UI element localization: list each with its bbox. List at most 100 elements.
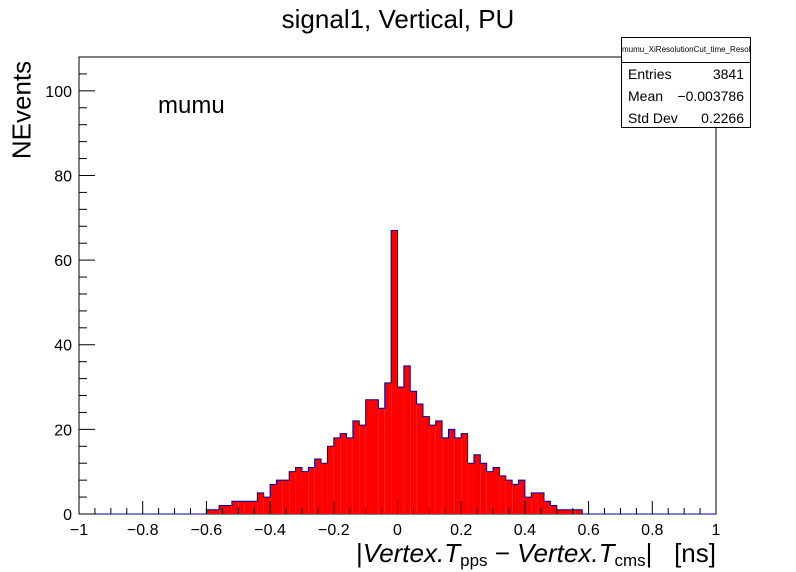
histogram-bar [352,420,360,514]
stats-row-entries: Entries 3841 [622,63,750,85]
x-label-open: | [356,538,363,568]
histogram-bar [384,382,392,514]
histogram-bar [244,501,251,514]
y-tick-label: 60 [54,253,72,270]
histogram-bar [429,425,436,514]
x-label-a: Vertex.T [362,538,461,568]
y-axis: 0 20 40 60 80 100 [45,56,95,524]
x-label-minus: − [487,538,518,568]
x-tick-label: −0.2 [318,522,350,539]
histogram-bar [225,505,232,514]
histogram-bar [499,475,506,514]
y-axis-label-text: NEvents [6,60,37,160]
histogram-bar [257,492,264,514]
histogram-bar [524,497,532,514]
x-label-close: | [645,538,653,568]
histogram-bar [333,437,341,514]
histogram-bar [575,509,583,514]
x-tick-label: −0.8 [127,522,159,539]
histogram-bar [454,437,462,514]
histogram-bar [231,501,239,514]
chart-title: signal1, Vertical, PU [281,4,515,34]
histogram-bar [391,230,398,515]
histogram-bar [263,497,271,514]
x-tick-label: 0.6 [577,522,599,539]
histogram-bar [238,501,245,514]
histogram-bar [550,505,557,514]
histogram-bar [563,509,570,514]
histogram-bar [467,463,474,514]
stats-label: Mean [628,88,664,104]
histogram-bar [372,399,379,514]
histogram-bar [537,492,545,514]
histogram-outline [79,229,716,515]
histogram-bar [416,403,423,514]
stats-row-mean: Mean −0.003786 [622,85,750,107]
x-label-a-sub: pps [460,551,488,570]
histogram-bar [359,425,366,514]
histogram-bar [486,471,494,514]
histogram-bar [512,484,519,514]
histogram-bar [346,437,353,514]
x-tick-label: 0.8 [641,522,663,539]
x-axis: −1 −0.8 −0.6 −0.4 −0.2 0 0.2 0.4 0.6 0.8 1 [70,501,721,539]
stats-value: 0.2266 [701,110,744,126]
histogram-bar [365,399,373,514]
histogram-bar [556,509,564,514]
y-tick-label: 80 [54,168,72,185]
histogram-bar [206,509,213,514]
histogram-bar [473,454,481,514]
stats-value: −0.003786 [677,88,744,104]
histogram-bar [289,471,296,514]
histogram-bars [206,230,583,515]
histogram-bar [480,463,487,514]
y-tick-label: 20 [54,422,72,439]
histogram-bar [544,501,551,514]
x-tick-label: −1 [70,522,88,539]
stats-row-stddev: Std Dev 0.2266 [622,107,750,129]
histogram-bar [276,480,283,514]
channel-annotation: mumu [158,92,225,119]
x-tick-label: −0.4 [254,522,286,539]
x-tick-label: 1 [712,522,721,539]
stats-label: Std Dev [628,110,678,126]
x-tick-label: 0.4 [514,522,536,539]
histogram-bar [282,480,290,514]
x-tick-label: 0 [393,522,402,539]
stats-title: mumu_XiResolutionCut_time_Resolution [622,38,750,63]
histogram-bar [212,509,220,514]
y-axis-label: NEvents [6,60,37,160]
histogram-bar [340,433,347,514]
histogram-bar [410,391,417,514]
x-label-b: Vertex.T [517,538,615,568]
stats-value: 3841 [712,66,744,82]
histogram-bar [518,480,525,514]
y-tick-label: 100 [45,84,72,101]
histogram-bar [435,420,443,514]
histogram-bar [422,416,430,514]
histogram-bar [378,408,385,514]
x-label-b-sub: cms [614,551,646,570]
histogram-bar [403,365,411,514]
y-tick-label: 0 [63,507,72,524]
histogram-bar [250,501,258,514]
x-axis-label: |Vertex.Tpps − Vertex.Tcms| [ns] [356,538,716,571]
stats-label: Entries [628,66,672,82]
histogram-bar [493,467,500,514]
histogram-bar [442,437,449,514]
histogram-bar [448,429,455,514]
histogram-bar [505,480,513,514]
histogram-bar [397,387,404,514]
stats-box: mumu_XiResolutionCut_time_Resolution Ent… [621,37,751,128]
x-label-unit: [ns] [674,538,716,568]
histogram-bar [295,467,302,514]
histogram-bar [321,463,328,514]
x-tick-label: −0.6 [191,522,223,539]
histogram-bar [531,492,538,514]
y-tick-label: 40 [54,338,72,355]
histogram-bar [327,446,334,514]
histogram-bar [308,467,315,514]
x-tick-label: 0.2 [450,522,472,539]
histogram-bar [314,458,322,514]
